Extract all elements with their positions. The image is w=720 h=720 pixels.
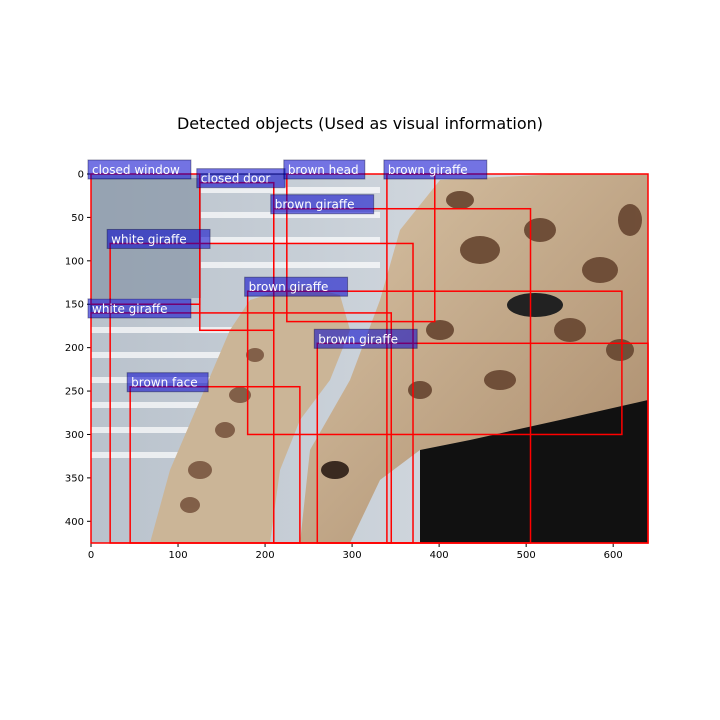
detection-label-bg <box>313 328 418 349</box>
detection-label-bg <box>87 159 192 180</box>
y-tick-label: 200 <box>65 343 84 354</box>
detection-label: brown giraffe <box>249 280 329 294</box>
detection-label: brown head <box>288 163 359 177</box>
detection-label: brown giraffe <box>275 198 355 212</box>
detection-label: brown face <box>131 376 197 390</box>
detection-label: closed window <box>92 163 180 177</box>
y-tick-label: 0 <box>78 170 84 181</box>
x-tick-label: 300 <box>343 550 362 561</box>
detection-label-bg <box>106 228 211 249</box>
photo <box>91 174 648 543</box>
detection-label: brown giraffe <box>318 332 398 346</box>
x-tick-label: 100 <box>168 550 187 561</box>
y-tick-label: 150 <box>65 300 84 311</box>
y-tick-label: 250 <box>65 387 84 398</box>
detection-label-bg <box>270 194 375 215</box>
detection-label: white giraffe <box>111 232 187 246</box>
y-tick-label: 300 <box>65 430 84 441</box>
y-tick-label: 350 <box>65 473 84 484</box>
detection-labels: closed window closed door brown head brown … <box>87 159 488 393</box>
detection-boxes <box>90 173 649 544</box>
detection-label-bg <box>383 159 488 180</box>
x-tick-label: 500 <box>517 550 536 561</box>
x-tick-label: 400 <box>430 550 449 561</box>
x-tick-label: 0 <box>88 550 94 561</box>
giraffe-eye <box>507 293 563 317</box>
figure-title: Detected objects (Used as visual informa… <box>176 114 544 133</box>
detection-box <box>316 342 649 544</box>
y-axis: 0 50 100 150 200 250 300 350 400 <box>65 170 91 528</box>
giraffe-nostril <box>321 461 349 479</box>
detection-label-bg <box>126 372 209 393</box>
y-tick-label: 400 <box>65 517 84 528</box>
detection-label-bg <box>87 298 192 319</box>
detection-box <box>246 290 623 436</box>
x-tick-label: 600 <box>604 550 623 561</box>
y-tick-label: 50 <box>71 213 84 224</box>
detection-label-bg <box>283 159 366 180</box>
detection-label: brown giraffe <box>388 163 468 177</box>
detection-label-bg <box>244 276 349 297</box>
x-axis: 0 100 200 300 400 500 600 <box>88 543 623 561</box>
detection-label: white giraffe <box>92 302 168 316</box>
x-tick-label: 200 <box>256 550 275 561</box>
detection-label: closed door <box>201 172 271 186</box>
detection-box <box>129 385 301 544</box>
y-tick-label: 100 <box>65 256 84 267</box>
